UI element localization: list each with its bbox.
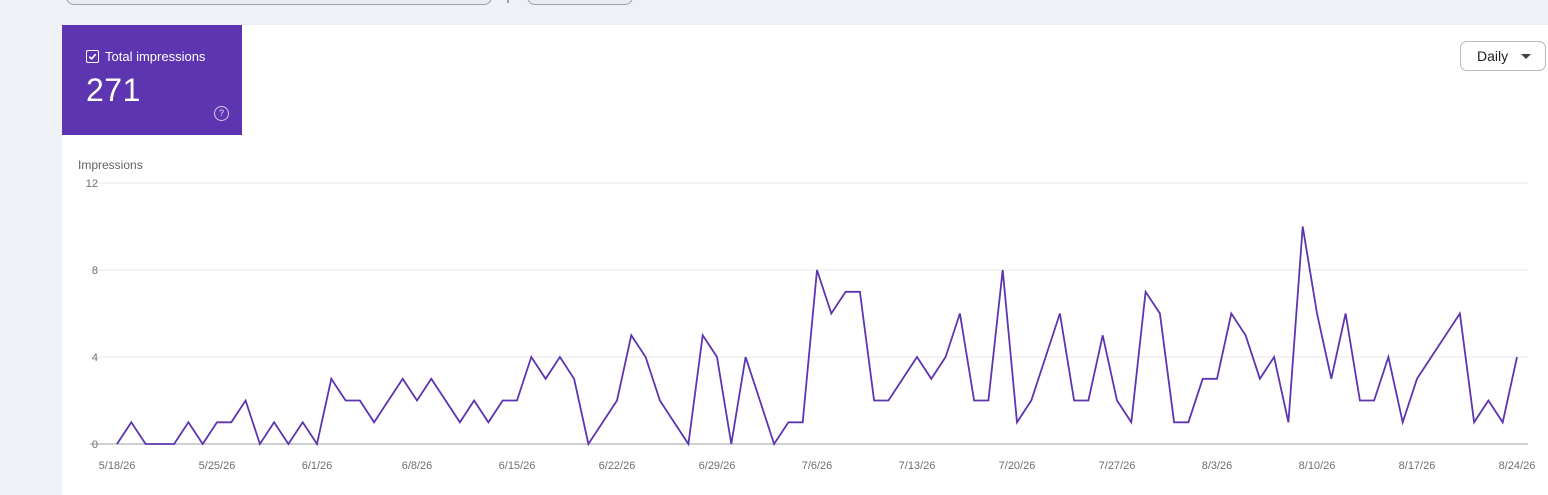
x-tick-label: 6/1/26: [302, 460, 333, 472]
help-circle-icon[interactable]: ?: [214, 106, 229, 121]
x-tick-label: 6/29/26: [699, 460, 736, 472]
granularity-selected: Daily: [1477, 48, 1509, 64]
y-tick-label: 8: [92, 265, 98, 277]
y-tick-label: 12: [86, 178, 98, 190]
x-tick-label: 5/18/26: [99, 460, 136, 472]
x-tick-label: 6/8/26: [402, 460, 433, 472]
x-tick-label: 5/25/26: [199, 460, 236, 472]
metric-label: Total impressions: [105, 49, 206, 64]
granularity-dropdown[interactable]: Daily: [1460, 41, 1546, 71]
impressions-line-chart: 0 4 8 12 5/18/26 5/25/26 6/1/26 6/8/26 6/15/26 6/…: [86, 178, 1536, 472]
x-tick-label: 8/24/26: [1499, 460, 1536, 472]
x-tick-label: 7/6/26: [802, 460, 833, 472]
y-tick-label: 4: [92, 352, 98, 364]
x-tick-label: 8/17/26: [1399, 460, 1436, 472]
filter-separator: [507, 0, 509, 3]
x-tick-label: 7/20/26: [999, 460, 1036, 472]
x-tick-label: 6/15/26: [499, 460, 536, 472]
x-tick-label: 6/22/26: [599, 460, 636, 472]
x-tick-label: 8/3/26: [1202, 460, 1233, 472]
x-tick-label: 8/10/26: [1299, 460, 1336, 472]
x-tick-label: 7/27/26: [1099, 460, 1136, 472]
caret-down-icon: [1521, 54, 1531, 59]
total-impressions-metric[interactable]: Total impressions 271 ?: [62, 25, 242, 135]
x-tick-label: 7/13/26: [899, 460, 936, 472]
impressions-series-line: [116, 226, 1518, 447]
y-axis-title: Impressions: [78, 158, 143, 172]
metric-value: 271: [86, 72, 141, 108]
y-tick-label: 0: [92, 439, 98, 451]
checkbox-checked-icon[interactable]: [86, 50, 99, 63]
